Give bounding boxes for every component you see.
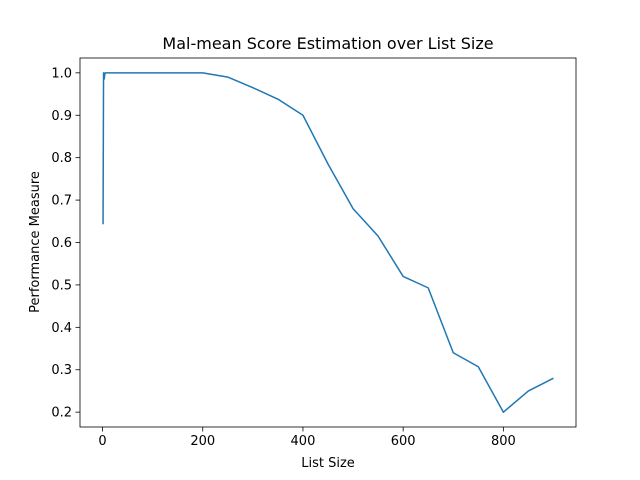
y-tick-label: 0.2 (51, 406, 72, 421)
x-axis-label: List Size (301, 456, 355, 471)
y-tick-label: 0.7 (51, 194, 72, 209)
y-tick-label: 1.0 (51, 66, 72, 81)
y-tick-label: 0.5 (51, 278, 72, 293)
y-tick-label: 0.4 (51, 321, 72, 336)
axes-frame (79, 57, 577, 428)
x-tick-label: 200 (190, 434, 215, 449)
y-axis-label: Performance Measure (28, 171, 43, 313)
x-tick-label: 0 (98, 434, 106, 449)
series-line-0 (102, 72, 554, 413)
y-tick-label: 0.9 (51, 109, 72, 124)
y-tick-label: 0.6 (51, 236, 72, 251)
x-tick-label: 600 (391, 434, 416, 449)
chart-title: Mal-mean Score Estimation over List Size (162, 34, 493, 53)
x-tick-label: 400 (291, 434, 316, 449)
plot-area: 0 200 400 600 800 0.2 0.3 0.4 0.5 0.6 0.7 0.8 0.9 1.0 (51, 57, 577, 449)
y-tick-label: 0.3 (51, 363, 72, 378)
x-tick-label: 800 (491, 434, 516, 449)
y-tick-label: 0.8 (51, 151, 72, 166)
